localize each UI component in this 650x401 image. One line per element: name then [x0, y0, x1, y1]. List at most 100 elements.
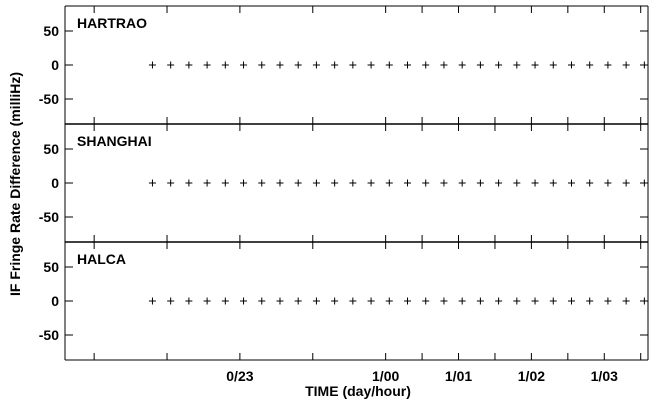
data-point	[185, 297, 193, 305]
data-point	[458, 61, 466, 69]
data-point	[513, 61, 521, 69]
data-point	[640, 297, 648, 305]
y-tick-label: 50	[43, 259, 59, 275]
data-point	[258, 61, 266, 69]
data-point	[258, 179, 266, 187]
data-point	[276, 179, 284, 187]
data-point	[567, 297, 575, 305]
plot-area: 50 0 -50 HARTRAO 50 0 -50 SHANGHAI 50 0 -50 HALCA 0/…	[39, 5, 649, 384]
data-point	[476, 179, 484, 187]
data-point	[240, 179, 248, 187]
data-point	[513, 297, 521, 305]
data-point	[531, 61, 539, 69]
data-point	[586, 179, 594, 187]
data-point	[385, 297, 393, 305]
data-point	[440, 61, 448, 69]
data-point	[622, 297, 630, 305]
data-point	[240, 297, 248, 305]
y-tick-label: -50	[39, 327, 59, 343]
data-point	[367, 61, 375, 69]
y-tick-label: 0	[51, 293, 59, 309]
data-point	[404, 179, 412, 187]
data-point	[367, 297, 375, 305]
data-point	[312, 297, 320, 305]
data-point	[349, 297, 357, 305]
data-point	[276, 61, 284, 69]
data-point	[167, 297, 175, 305]
data-point	[567, 179, 575, 187]
data-point	[622, 179, 630, 187]
data-point	[440, 179, 448, 187]
data-point	[276, 297, 284, 305]
data-point	[549, 297, 557, 305]
data-point	[203, 61, 211, 69]
data-point	[240, 61, 248, 69]
data-point	[349, 179, 357, 187]
data-point	[640, 179, 648, 187]
data-point	[422, 61, 430, 69]
data-point	[331, 61, 339, 69]
data-point	[312, 61, 320, 69]
data-point	[294, 297, 302, 305]
y-tick-label: 50	[43, 141, 59, 157]
data-point	[203, 297, 211, 305]
data-point	[549, 61, 557, 69]
x-tick-label: 1/00	[372, 368, 399, 384]
data-point	[349, 61, 357, 69]
data-point	[221, 61, 229, 69]
x-tick-label: 0/23	[226, 368, 253, 384]
data-point	[604, 179, 612, 187]
data-point	[185, 61, 193, 69]
data-point	[331, 297, 339, 305]
data-point	[185, 179, 193, 187]
data-point	[586, 297, 594, 305]
data-point	[221, 179, 229, 187]
y-tick-label: 0	[51, 175, 59, 191]
data-point	[622, 61, 630, 69]
panel-label: HALCA	[77, 251, 126, 267]
data-point	[495, 297, 503, 305]
data-point	[476, 61, 484, 69]
data-point	[586, 61, 594, 69]
data-point	[604, 297, 612, 305]
panel-label: SHANGHAI	[77, 133, 152, 149]
data-point	[440, 297, 448, 305]
y-tick-label: 50	[43, 23, 59, 39]
data-point	[312, 179, 320, 187]
x-tick-label: 1/01	[445, 368, 472, 384]
data-point	[422, 297, 430, 305]
y-tick-label: -50	[39, 209, 59, 225]
data-point	[294, 61, 302, 69]
data-point	[258, 297, 266, 305]
data-point	[458, 297, 466, 305]
data-point	[531, 297, 539, 305]
data-point	[495, 179, 503, 187]
data-point	[640, 61, 648, 69]
x-tick-label: 1/02	[518, 368, 545, 384]
data-point	[513, 179, 521, 187]
y-tick-label: 0	[51, 57, 59, 73]
data-point	[549, 179, 557, 187]
data-point	[495, 61, 503, 69]
data-point	[221, 297, 229, 305]
data-point	[604, 61, 612, 69]
data-point	[148, 297, 156, 305]
x-axis-label: TIME (day/hour)	[305, 383, 411, 399]
x-tick-label: 1/03	[591, 368, 618, 384]
data-point	[531, 179, 539, 187]
data-point	[203, 179, 211, 187]
data-point	[385, 179, 393, 187]
y-tick-label: -50	[39, 91, 59, 107]
data-point	[367, 179, 375, 187]
data-point	[148, 61, 156, 69]
data-point	[458, 179, 466, 187]
data-point	[167, 179, 175, 187]
data-point	[404, 297, 412, 305]
data-point	[167, 61, 175, 69]
data-point	[567, 61, 575, 69]
data-point	[476, 297, 484, 305]
data-point	[148, 179, 156, 187]
data-point	[422, 179, 430, 187]
data-point	[331, 179, 339, 187]
